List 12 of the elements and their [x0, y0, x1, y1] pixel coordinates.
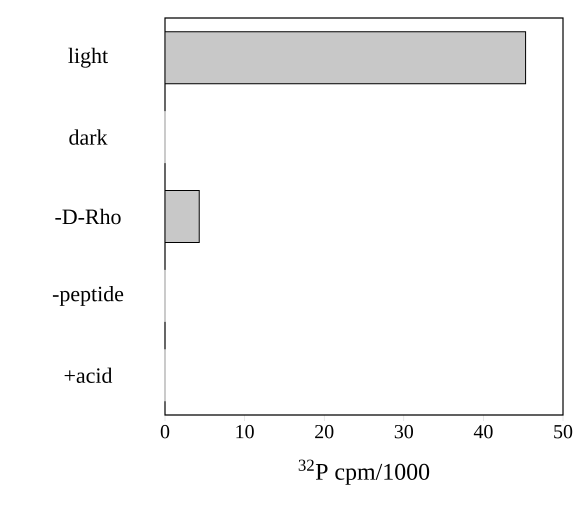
y-tick-label: -D-Rho — [55, 208, 121, 224]
y-tick-label: -peptide — [52, 286, 124, 306]
x-tick-label: 30 — [394, 424, 414, 438]
x-tick-label: 50 — [554, 424, 572, 438]
x-axis-title: $^{32}$P cpm/1000 — [298, 460, 430, 485]
x-tick-label: 40 — [474, 424, 493, 438]
x-tick-label: 0 — [160, 424, 170, 438]
y-tick-label: +acid — [64, 368, 112, 384]
x-tick-label: 20 — [315, 424, 334, 438]
y-tick-label: light — [68, 48, 108, 68]
y-tick-label: dark — [69, 129, 108, 145]
x-tick-label: 10 — [236, 424, 254, 438]
